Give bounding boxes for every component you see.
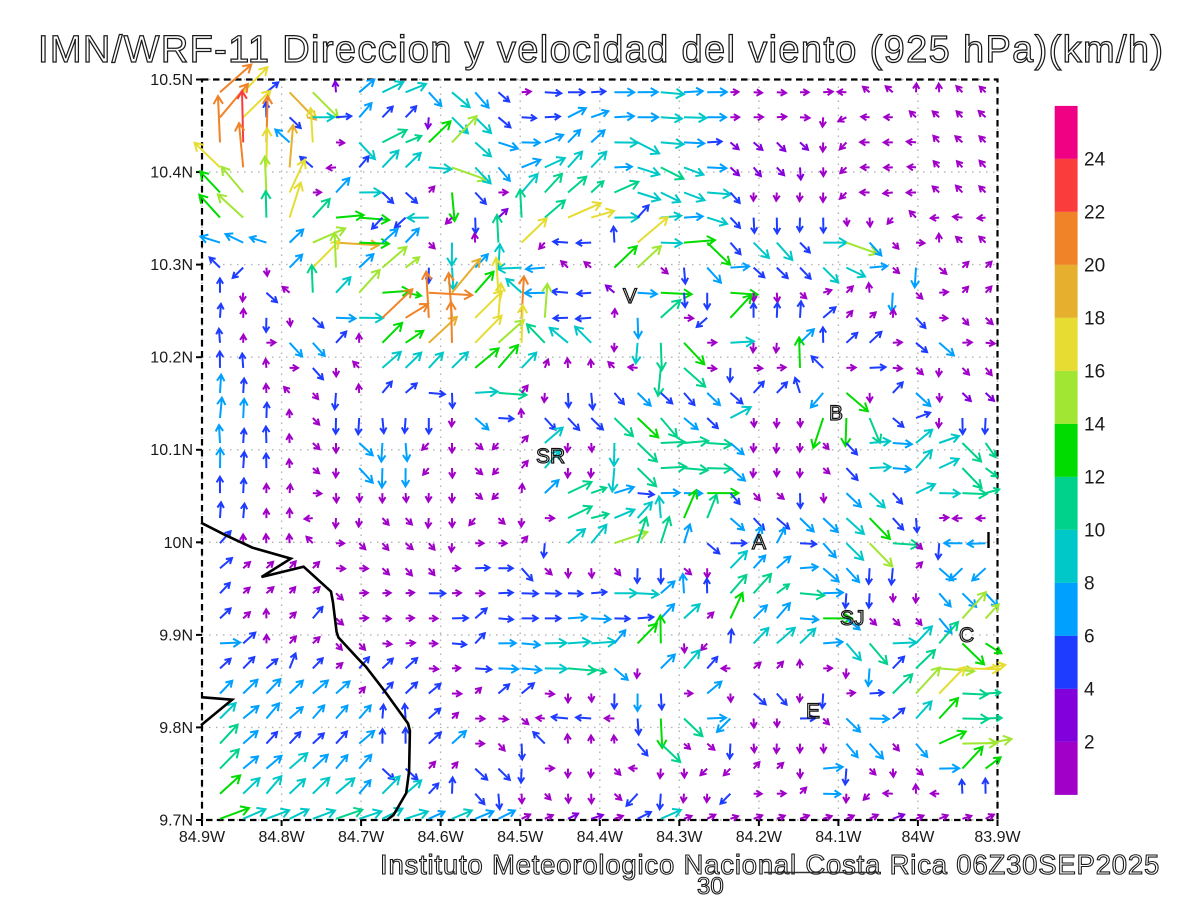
svg-text:24: 24 — [1084, 149, 1106, 170]
svg-text:10.2N: 10.2N — [150, 350, 193, 367]
svg-text:84.9W: 84.9W — [179, 829, 226, 846]
svg-text:84W: 84W — [901, 829, 935, 846]
svg-text:10.4N: 10.4N — [150, 165, 193, 182]
svg-text:10N: 10N — [164, 535, 193, 552]
svg-text:84.5W: 84.5W — [497, 829, 544, 846]
svg-text:10: 10 — [1084, 520, 1105, 541]
svg-text:2: 2 — [1084, 732, 1095, 753]
svg-text:30: 30 — [697, 873, 724, 900]
svg-text:C: C — [959, 624, 974, 647]
svg-text:Instituto Meteorologico Nacion: Instituto Meteorologico Nacional Costa R… — [380, 849, 1160, 880]
svg-text:B: B — [829, 402, 843, 425]
svg-text:12: 12 — [1084, 467, 1105, 488]
svg-text:18: 18 — [1084, 308, 1105, 329]
svg-text:20: 20 — [1084, 255, 1105, 276]
svg-text:84.1W: 84.1W — [815, 829, 862, 846]
svg-text:E: E — [806, 700, 820, 723]
svg-text:9.9N: 9.9N — [159, 627, 193, 644]
svg-text:10.3N: 10.3N — [150, 257, 193, 274]
svg-text:8: 8 — [1084, 573, 1095, 594]
svg-text:A: A — [752, 531, 766, 554]
svg-text:IMN/WRF-11 Direccion y velocid: IMN/WRF-11 Direccion y velocidad del vie… — [38, 29, 1164, 71]
svg-text:84.7W: 84.7W — [338, 829, 385, 846]
svg-text:22: 22 — [1084, 202, 1105, 223]
svg-text:84.6W: 84.6W — [417, 829, 464, 846]
svg-text:84.8W: 84.8W — [258, 829, 305, 846]
svg-text:83.9W: 83.9W — [974, 829, 1021, 846]
svg-text:4: 4 — [1084, 679, 1095, 700]
svg-text:10.5N: 10.5N — [150, 72, 193, 89]
svg-text:84.3W: 84.3W — [656, 829, 703, 846]
svg-text:84.4W: 84.4W — [577, 829, 624, 846]
svg-text:SR: SR — [536, 445, 565, 468]
svg-text:SJ: SJ — [840, 607, 865, 630]
svg-text:16: 16 — [1084, 361, 1105, 382]
svg-text:9.7N: 9.7N — [159, 813, 193, 830]
svg-text:6: 6 — [1084, 626, 1095, 647]
svg-text:9.8N: 9.8N — [159, 720, 193, 737]
svg-text:84.2W: 84.2W — [736, 829, 783, 846]
svg-text:14: 14 — [1084, 414, 1106, 435]
svg-text:V: V — [623, 285, 637, 308]
svg-text:10.1N: 10.1N — [150, 442, 193, 459]
